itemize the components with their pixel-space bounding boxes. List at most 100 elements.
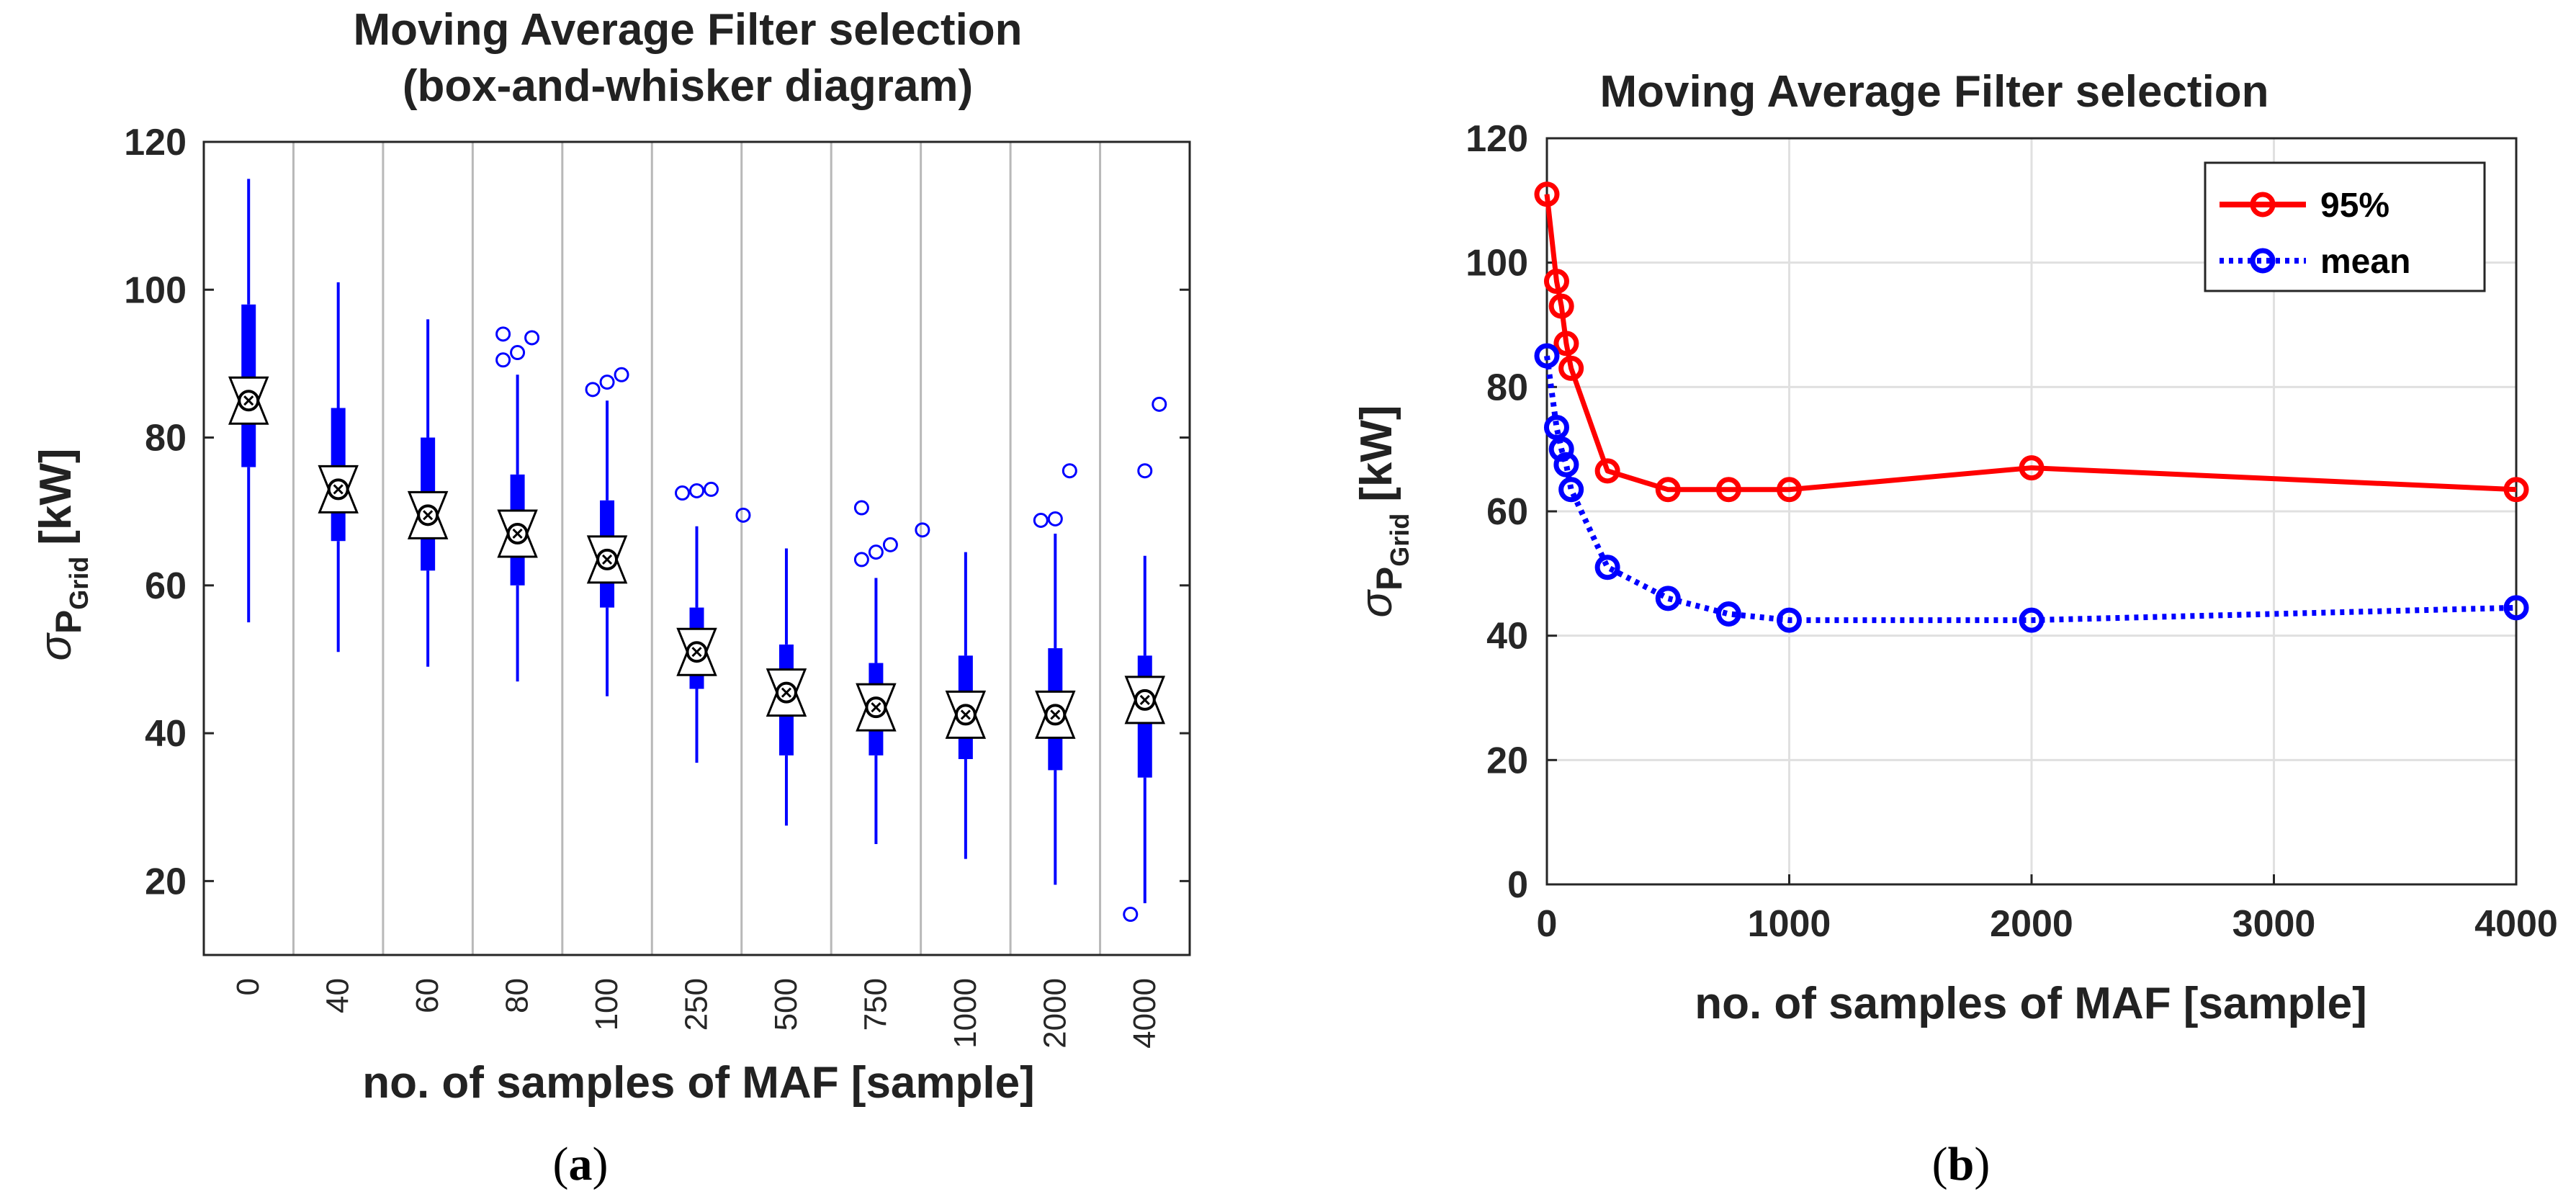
box-plot-axes-frame [202,140,1191,956]
box-outlier [1152,396,1167,412]
caption-a-open: ( [553,1138,569,1190]
caption-a-close: ) [593,1138,609,1190]
series-point-95 [1594,458,1620,484]
box-x-tick-label: 2000 [1037,978,1072,1049]
box-outlier [1062,463,1077,479]
box-x-tick-label: 40 [320,978,356,1013]
series-point-95 [2503,477,2529,503]
series-point-95 [1655,477,1681,503]
series-point-mean [1553,452,1579,477]
line-plot-title: Moving Average Filter selection [1599,67,2268,117]
box-plot-y-unit: [kW] [31,448,81,544]
legend: 95% mean [2204,161,2486,292]
box-750 [853,500,898,845]
box-x-tick-label: 80 [500,978,535,1013]
line-plot-x-axis-label: no. of samples of MAF [sample] [1695,979,2367,1028]
line-plot-panel: Moving Average Filter selection 0 20 40 60 8… [1352,67,2558,1190]
line-y-tick-label: 120 [1466,118,1528,160]
series-point-95 [1548,293,1574,319]
line-plot-y-unit: [kW] [1352,405,1401,501]
line-x-tick-label: 3000 [2232,903,2316,945]
box-outlier [735,507,751,523]
line-plot-y-sub-p: P [1369,567,1409,591]
box-x-tick-label: 500 [768,978,804,1031]
legend-marker-95 [2250,192,2276,217]
line-y-tick-label: 80 [1486,367,1528,408]
box-80 [495,326,540,682]
box-plot-title-line2: (box-and-whisker diagram) [403,61,973,111]
box-outlier [524,330,540,346]
box-plot-y-sigma: σ [31,632,81,661]
box-plot-y-sub-grid: Grid [64,557,94,610]
series-point-95 [1543,269,1569,295]
series-point-mean [1715,601,1741,627]
caption-a-letter: a [569,1138,593,1190]
caption-b-close: ) [1974,1138,1990,1190]
box-x-tick-label: 100 [589,978,624,1031]
box-outlier [1137,463,1153,479]
box-x-tick-label: 250 [679,978,714,1031]
box-y-tick-label: 100 [124,269,187,311]
line-plot-y-sigma: σ [1352,589,1401,618]
box-y-tick-label: 120 [124,122,187,163]
box-median-cross [960,709,971,720]
series-point-mean [1558,477,1584,503]
box-60 [407,319,449,667]
box-median-cross [423,510,434,521]
box-plot-y-sub-p: P [48,610,89,634]
line-y-tick-label: 60 [1486,491,1528,533]
line-y-tick-label: 40 [1486,616,1528,658]
box-median-cross [243,395,254,406]
box-outlier [868,544,884,560]
caption-a: (a) [553,1138,609,1190]
series-point-95 [1715,477,1741,503]
box-x-tick-label: 1000 [948,978,983,1049]
box-outlier [510,345,526,361]
line-y-tick-label: 20 [1486,740,1528,781]
legend-marker-mean [2250,248,2276,274]
series-line-mean [1544,355,2517,624]
caption-b: (b) [1932,1138,1991,1190]
line-x-tick-label: 2000 [1990,903,2073,945]
line-x-tick-label: 0 [1537,903,1558,945]
box-outlier [704,481,719,497]
box-outlier [675,485,690,501]
series-point-mean [1534,343,1560,369]
box-median-cross [691,647,702,658]
box-median-cross [781,687,792,698]
box-plot-x-ticks: 0 40 60 80 100 250 500 750 1000 2000 4000 [230,978,1162,1049]
line-x-tick-label: 1000 [1748,903,1831,945]
box-plot-panel: Moving Average Filter selection (box-and… [31,5,1191,1190]
series-point-mean [1655,586,1681,611]
series-point-95 [1534,181,1560,207]
box-outlier [495,326,511,342]
box-y-tick-label: 40 [145,713,187,755]
series-point-mean [1777,607,1802,633]
box-outlier [689,483,704,498]
series-point-95 [1553,331,1579,356]
box-2000 [1033,463,1077,885]
box-40 [318,282,359,652]
line-x-tick-label: 4000 [2474,903,2558,945]
line-plot-series [1534,181,2529,633]
box-plot-group-separators [292,142,1102,955]
series-point-mean [1543,414,1569,440]
box-plot-x-axis-label: no. of samples of MAF [sample] [362,1058,1035,1108]
box-outlier [915,522,930,538]
box-median-cross [1139,694,1150,705]
box-100 [585,367,629,696]
box-plot-title-line1: Moving Average Filter selection [353,5,1022,55]
series-point-mean [1548,436,1574,462]
line-plot-x-ticks: 0 1000 2000 3000 4000 [1537,874,2558,945]
line-plot-y-axis-label: σPGrid [kW] [1352,405,1414,617]
legend-label-mean: mean [2320,243,2410,281]
box-x-tick-label: 60 [410,978,445,1013]
box-median-cross [601,554,613,565]
caption-b-open: ( [1932,1138,1948,1190]
line-plot-y-ticks: 0 20 40 60 80 100 120 [1466,118,1557,906]
box-outlier [882,537,898,552]
box-x-tick-label: 4000 [1127,978,1162,1049]
line-y-tick-label: 0 [1507,864,1528,906]
box-outlier [853,552,869,568]
